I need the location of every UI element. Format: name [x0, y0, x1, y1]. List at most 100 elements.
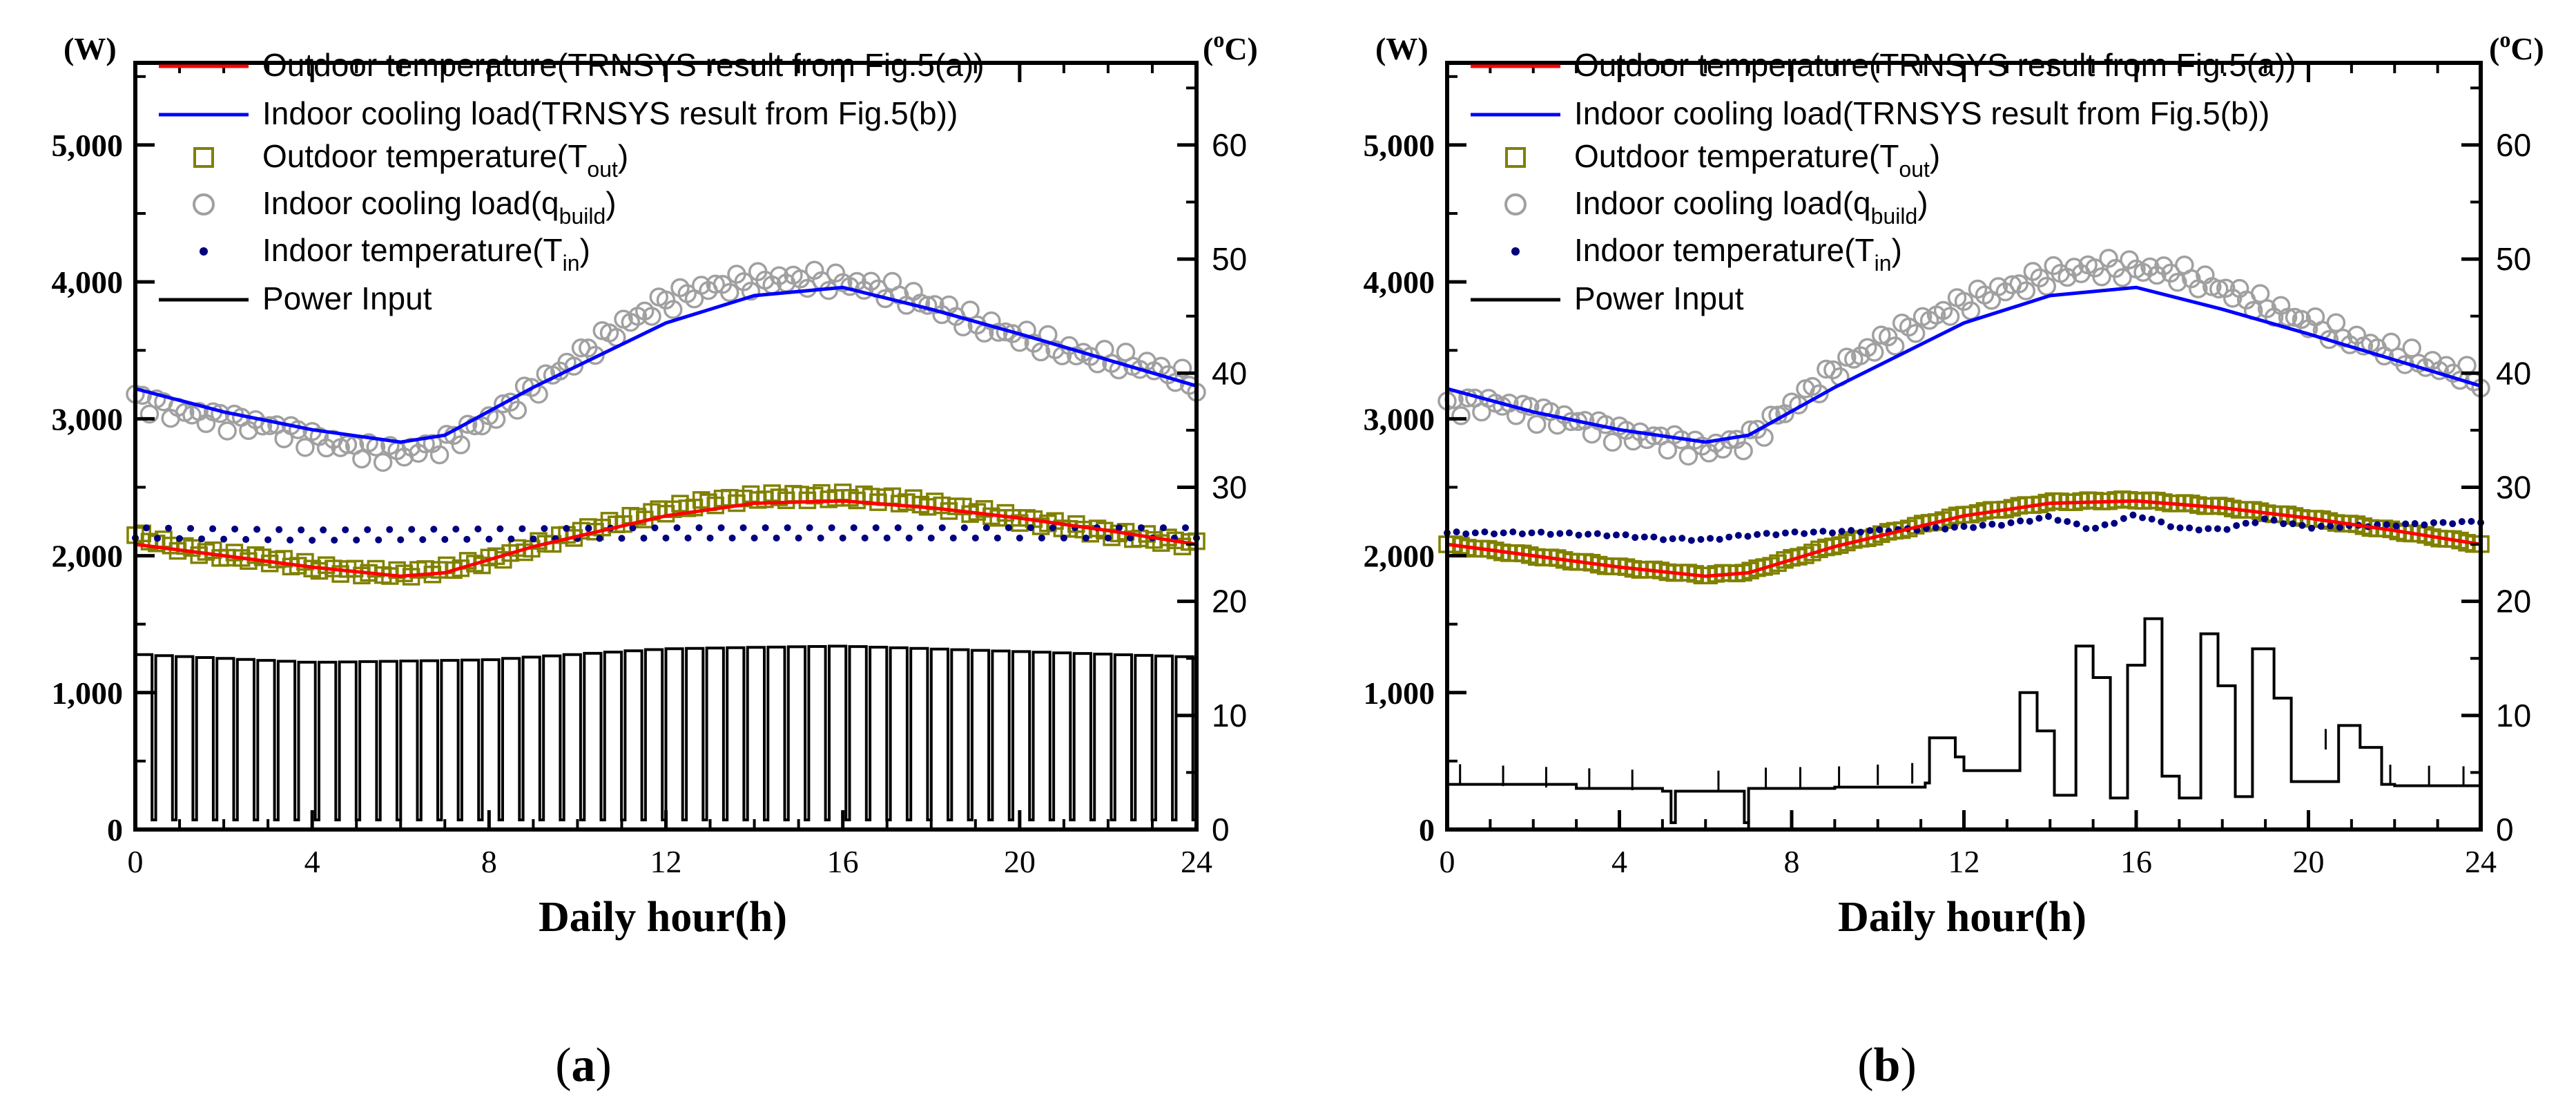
indoor-load-point-a: [451, 435, 471, 454]
indoor-temp-point-b: [2044, 512, 2052, 520]
indoor-temp-point-b: [2421, 521, 2428, 528]
indoor-temp-point-b: [1528, 529, 1536, 537]
indoor-temp-point-a: [938, 524, 946, 532]
indoor-temp-point-b: [2280, 520, 2287, 528]
indoor-temp-point-a: [320, 526, 327, 534]
indoor-temp-point-b: [1754, 530, 1761, 538]
y-right-tick-label-b: 40: [2496, 355, 2531, 391]
indoor-temp-point-a: [673, 524, 681, 532]
indoor-temp-point-b: [1453, 528, 1460, 536]
indoor-temp-point-b: [1631, 534, 1639, 541]
indoor-temp-point-a: [519, 525, 526, 533]
indoor-temp-point-b: [2129, 511, 2137, 519]
indoor-load-point-b: [1451, 406, 1471, 425]
y-left-tick-label-a: 4,000: [52, 265, 124, 300]
indoor-temp-point-b: [2402, 520, 2410, 528]
indoor-temp-point-a: [739, 524, 747, 532]
indoor-temp-point-a: [342, 526, 349, 534]
indoor-load-point-a: [663, 300, 683, 319]
indoor-load-point-b: [1527, 414, 1547, 434]
indoor-temp-point-b: [1997, 521, 2005, 529]
indoor-temp-point-a: [905, 534, 913, 541]
indoor-load-point-b: [2381, 332, 2401, 352]
indoor-temp-point-a: [298, 526, 305, 534]
indoor-temp-point-b: [1857, 528, 1864, 536]
y-right-tick-label-a: 40: [1212, 355, 1247, 391]
indoor-temp-point-a: [585, 524, 592, 532]
indoor-temp-point-b: [2158, 518, 2165, 526]
indoor-temp-point-a: [762, 524, 769, 532]
x-tick-label-b: 24: [2465, 844, 2497, 879]
indoor-temp-point-b: [1791, 528, 1799, 536]
indoor-temp-point-a: [949, 534, 957, 541]
indoor-load-point-b: [2457, 356, 2477, 375]
indoor-load-point-a: [1031, 342, 1051, 362]
indoor-load-point-a: [217, 421, 237, 441]
indoor-temp-point-b: [1585, 530, 1592, 538]
y-left-tick-label-b: 1,000: [1364, 675, 1435, 711]
indoor-temp-point-a: [684, 534, 692, 541]
indoor-temp-point-a: [187, 525, 195, 533]
indoor-temp-point-a: [353, 536, 360, 544]
indoor-load-point-b: [1954, 291, 1974, 311]
indoor-load-point-b: [2250, 284, 2270, 303]
legend-b: Outdoor temperature(TRNSYS result from F…: [1471, 47, 2296, 316]
y-left-unit-b: (W): [1375, 31, 1429, 66]
indoor-temp-point-b: [1970, 524, 1977, 531]
indoor-temp-point-a: [253, 526, 261, 533]
indoor-temp-point-a: [1104, 534, 1112, 541]
indoor-temp-point-b: [2120, 515, 2127, 522]
indoor-temp-point-a: [485, 535, 493, 543]
y-left-tick-label-a: 5,000: [52, 128, 124, 163]
indoor-load-point-a: [373, 452, 393, 472]
indoor-temp-point-a: [507, 535, 515, 543]
y-left-tick-label-b: 0: [1419, 812, 1435, 847]
indoor-temp-point-b: [1848, 527, 1855, 535]
indoor-temp-point-b: [1801, 530, 1808, 537]
indoor-temp-point-a: [1038, 534, 1045, 541]
plot-frame-b: [1445, 61, 2483, 832]
indoor-temp-point-b: [2205, 525, 2212, 533]
indoor-load-point-a: [352, 449, 371, 469]
legend-label-power-input-a: Power Input: [262, 280, 432, 316]
indoor-load-point-b: [2147, 265, 2167, 285]
indoor-temp-point-b: [1716, 535, 1723, 543]
indoor-temp-point-b: [1781, 529, 1789, 537]
indoor-temp-point-b: [2195, 526, 2202, 534]
indoor-temp-point-b: [1725, 533, 1733, 541]
indoor-load-point-a: [486, 410, 506, 429]
indoor-temp-point-a: [806, 524, 813, 532]
indoor-temp-point-a: [773, 534, 780, 541]
legend-label-indoor-temp-a: Indoor temperature(Tin): [262, 232, 590, 276]
legend-symbol-indoor-temp-b: [1511, 247, 1520, 256]
x-tick-label-b: 16: [2120, 844, 2152, 879]
indoor-temp-point-a: [828, 524, 835, 532]
y-right-tick-label-a: 50: [1212, 241, 1247, 277]
indoor-load-point-b: [2402, 338, 2421, 358]
indoor-load-point-b: [2037, 276, 2057, 296]
indoor-temp-point-a: [872, 524, 880, 532]
indoor-temp-point-b: [1650, 533, 1658, 541]
indoor-load-point-b: [2113, 268, 2132, 287]
indoor-temp-point-b: [1481, 528, 1489, 536]
x-tick-label-a: 8: [481, 844, 497, 879]
indoor-load-point-b: [1885, 336, 1905, 356]
indoor-load-point-b: [2333, 328, 2353, 348]
indoor-temp-point-a: [1049, 524, 1056, 532]
indoor-load-point-b: [2319, 329, 2339, 349]
indoor-load-point-b: [1754, 428, 1774, 447]
indoor-temp-point-b: [1819, 528, 1827, 535]
indoor-temp-point-b: [2111, 519, 2118, 527]
indoor-temp-point-b: [1660, 536, 1667, 544]
indoor-temp-point-a: [408, 526, 416, 533]
indoor-temp-point-b: [2270, 517, 2278, 524]
indoor-load-point-b: [1865, 343, 1884, 362]
indoor-temp-point-a: [441, 536, 449, 544]
indoor-load-point-b: [2450, 370, 2470, 390]
indoor-temp-point-a: [309, 537, 316, 544]
indoor-temp-point-b: [2082, 525, 2090, 533]
power-input-line-a: [134, 644, 1197, 822]
indoor-load-point-b: [2278, 307, 2298, 327]
indoor-load-point-a: [719, 282, 739, 303]
indoor-temp-point-b: [1950, 524, 1958, 531]
